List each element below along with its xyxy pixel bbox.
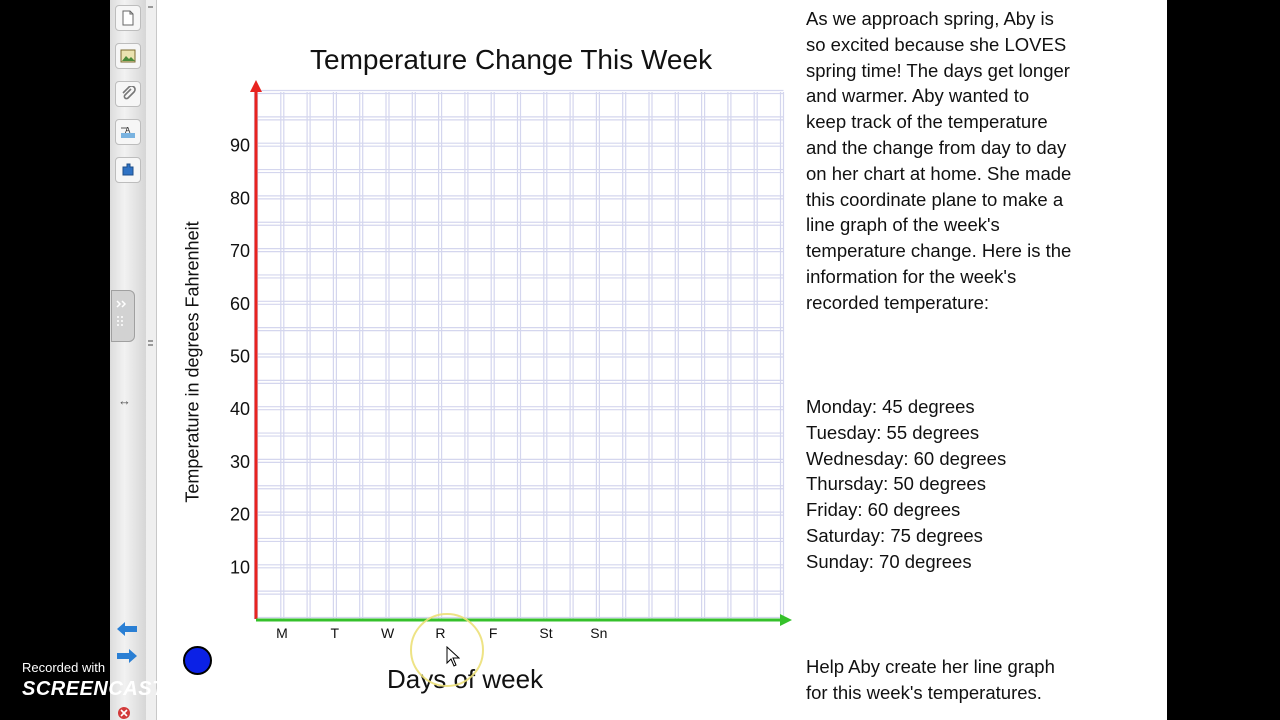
rail-grip: [148, 344, 153, 346]
right-gutter: [1167, 0, 1280, 720]
x-tick-label: M: [276, 625, 288, 641]
attachment-icon: [122, 86, 136, 100]
rail-grip: [148, 340, 153, 342]
previous-page-icon[interactable]: [116, 620, 138, 638]
attachments-button[interactable]: [115, 81, 141, 107]
delete-icon[interactable]: [117, 706, 131, 720]
cursor-highlight-ring: [410, 613, 484, 687]
add-ons-icon: [122, 163, 134, 176]
properties-icon: A: [121, 126, 135, 138]
double-chevron-icon: [116, 300, 127, 326]
story-prompt: Help Aby create her line graph for this w…: [806, 654, 1126, 706]
resize-arrows-icon[interactable]: ↔: [118, 393, 131, 408]
x-axis-arrowhead: [780, 614, 792, 626]
add-ons-button[interactable]: [115, 157, 141, 183]
chart-title: Temperature Change This Week: [310, 44, 713, 75]
y-tick-label: 80: [230, 188, 250, 208]
sidebar-resize-rail[interactable]: [146, 0, 157, 720]
readings-line: Wednesday: 60 degrees: [806, 447, 1007, 469]
intro-line: information for the week's: [806, 265, 1017, 287]
properties-button[interactable]: A: [115, 119, 141, 145]
y-tick-label: 70: [230, 241, 250, 261]
mouse-pointer-icon: [446, 646, 460, 667]
y-tick-label: 40: [230, 399, 250, 419]
rail-grip: [148, 6, 153, 8]
prompt-line: for this week's temperatures.: [806, 681, 1042, 703]
gallery-button[interactable]: [115, 43, 141, 69]
tool-sidebar: A: [110, 0, 147, 720]
svg-text:A: A: [125, 126, 131, 135]
intro-line: so excited because she LOVES: [806, 33, 1067, 55]
intro-line: line graph of the week's: [806, 214, 1000, 236]
x-tick-label: W: [381, 625, 395, 641]
y-tick-label: 10: [230, 557, 250, 577]
page-sorter-button[interactable]: [115, 5, 141, 31]
y-tick-label: 60: [230, 294, 250, 314]
intro-line: temperature change. Here is the: [806, 240, 1072, 262]
readings-line: Monday: 45 degrees: [806, 396, 975, 417]
y-axis-arrowhead: [250, 80, 262, 92]
prompt-line: Help Aby create her line graph: [806, 656, 1055, 677]
story-intro: As we approach spring, Aby is so excited …: [806, 6, 1126, 316]
sidebar-collapse-tab[interactable]: [111, 290, 135, 342]
intro-line: and the change from day to day: [806, 136, 1067, 158]
intro-line: As we approach spring, Aby is: [806, 8, 1054, 29]
y-tick-label: 20: [230, 505, 250, 525]
readings-line: Tuesday: 55 degrees: [806, 421, 980, 443]
readings-line: Sunday: 70 degrees: [806, 550, 972, 572]
x-tick-label: Sn: [590, 625, 607, 641]
intro-line: on her chart at home. She made: [806, 162, 1072, 184]
left-gutter: [0, 0, 110, 720]
readings-line: Thursday: 50 degrees: [806, 473, 986, 495]
blue-marker-dot[interactable]: [183, 646, 212, 675]
watermark-screencast-o-matic: SCREENCAST MATIC: [22, 678, 236, 700]
readings-line: Friday: 60 degrees: [806, 499, 961, 521]
next-page-icon[interactable]: [116, 647, 138, 665]
y-tick-label: 30: [230, 452, 250, 472]
watermark-recorded-with: Recorded with: [22, 660, 106, 675]
intro-line: keep track of the temperature: [806, 111, 1048, 133]
intro-line: this coordinate plane to make a: [806, 188, 1064, 210]
intro-line: and warmer. Aby wanted to: [806, 85, 1030, 107]
x-tick-label: T: [331, 625, 340, 641]
x-tick-label: St: [539, 625, 552, 641]
y-tick-label: 90: [230, 136, 250, 156]
intro-line: recorded temperature:: [806, 291, 990, 313]
intro-line: spring time! The days get longer: [806, 59, 1070, 81]
temperature-readings: Monday: 45 degrees Tuesday: 55 degrees Wed…: [806, 394, 1126, 575]
y-tick-label: 50: [230, 347, 250, 367]
page-icon: [122, 10, 134, 26]
readings-line: Saturday: 75 degrees: [806, 524, 983, 546]
x-tick-label: F: [489, 625, 498, 641]
gallery-icon: [120, 49, 136, 63]
